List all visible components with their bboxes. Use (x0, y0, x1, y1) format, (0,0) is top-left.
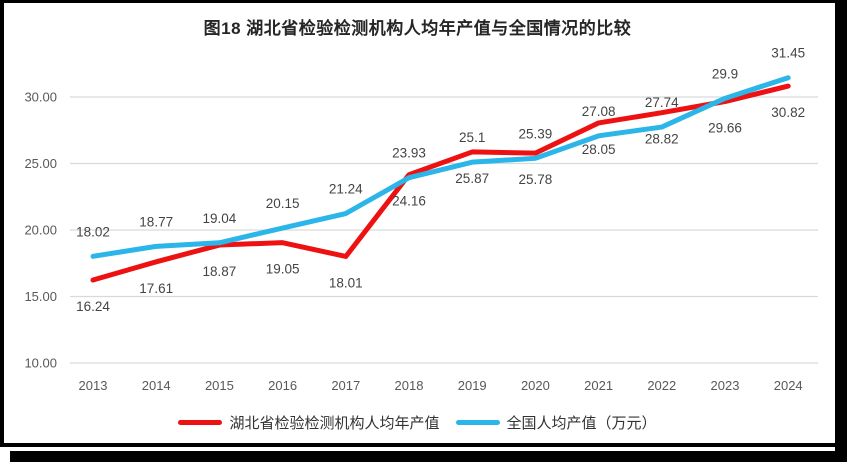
x-axis-label: 2021 (584, 378, 613, 393)
data-label: 19.04 (203, 211, 237, 226)
data-label: 29.9 (712, 66, 738, 81)
hubei-series-line (90, 83, 791, 283)
x-axis-label: 2019 (458, 378, 487, 393)
data-label: 18.02 (76, 224, 110, 239)
legend-item-hubei: 湖北省检验检测机构人均年产值 (178, 412, 440, 433)
data-label: 16.24 (76, 299, 110, 314)
data-label: 25.87 (455, 171, 489, 186)
data-label: 29.66 (708, 121, 742, 136)
window-shadow-bottom (10, 451, 835, 462)
x-axis-label: 2015 (205, 378, 234, 393)
data-label: 18.77 (139, 214, 173, 229)
data-label: 21.24 (329, 182, 363, 197)
data-label: 18.87 (203, 264, 237, 279)
x-axis-label: 2024 (774, 378, 803, 393)
x-axis-label: 2014 (142, 378, 171, 393)
data-label: 25.78 (519, 172, 553, 187)
national-line-swatch (455, 420, 500, 425)
y-tick-label: 15.00 (24, 289, 57, 304)
data-label: 20.15 (266, 196, 300, 211)
x-axis-label: 2022 (647, 378, 676, 393)
legend-label-hubei: 湖北省检验检测机构人均年产值 (229, 415, 440, 432)
data-label: 18.01 (329, 275, 363, 290)
hubei-line-swatch (178, 420, 223, 425)
data-label: 24.16 (392, 194, 426, 209)
data-label: 27.08 (582, 104, 616, 119)
x-axis-label: 2020 (521, 378, 550, 393)
data-label: 23.93 (392, 146, 426, 161)
y-tick-label: 20.00 (24, 223, 57, 238)
data-label: 28.05 (582, 142, 616, 157)
x-axis-label: 2013 (79, 378, 108, 393)
x-axis-label: 2018 (395, 378, 424, 393)
x-axis-label: 2016 (268, 378, 297, 393)
data-label: 27.74 (645, 95, 679, 110)
y-tick-label: 30.00 (24, 90, 57, 105)
legend-label-national: 全国人均产值（万元） (506, 415, 657, 432)
data-label: 31.45 (771, 46, 805, 61)
y-tick-label: 10.00 (24, 356, 57, 371)
data-label: 28.82 (645, 132, 679, 147)
data-label: 25.1 (459, 130, 485, 145)
window-shadow-right (835, 0, 847, 462)
y-tick-label: 25.00 (24, 156, 57, 171)
data-label: 17.61 (139, 281, 173, 296)
x-axis-label: 2017 (331, 378, 360, 393)
data-label: 30.82 (771, 105, 805, 120)
legend-item-national: 全国人均产值（万元） (455, 412, 657, 433)
chart-title: 图18 湖北省检验检测机构人均年产值与全国情况的比较 (203, 19, 632, 38)
data-label: 19.05 (266, 262, 300, 277)
legend: 湖北省检验检测机构人均年产值 全国人均产值（万元） (0, 412, 835, 433)
x-axis-label: 2023 (711, 378, 740, 393)
data-label: 25.39 (519, 126, 553, 141)
national-series-line (90, 75, 791, 259)
